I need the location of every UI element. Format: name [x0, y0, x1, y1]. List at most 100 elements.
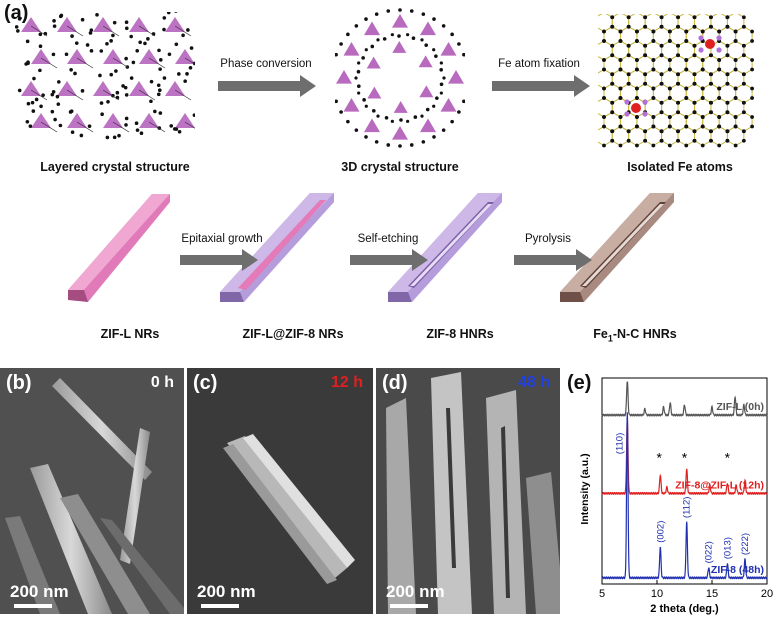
- carbon-atom: [676, 138, 680, 143]
- bond: [148, 121, 166, 133]
- tetrahedron: [440, 98, 457, 112]
- atom: [56, 102, 61, 106]
- carbon-atom: [602, 67, 606, 72]
- caption-zif-l-zif-8-nrs: ZIF-L@ZIF-8 NRs: [242, 327, 344, 341]
- carbon-atom: [709, 138, 713, 143]
- sem-c-rods: [187, 368, 373, 614]
- plot-frame: [601, 377, 768, 585]
- atom: [386, 143, 391, 147]
- atom: [70, 130, 75, 135]
- hex-ring: [661, 125, 679, 147]
- tetrahedron: [67, 113, 87, 128]
- atom: [52, 24, 57, 28]
- carbon-atom: [626, 15, 631, 20]
- carbon-atom: [610, 15, 615, 20]
- bond: [76, 121, 94, 133]
- atom: [70, 34, 74, 38]
- atom: [28, 124, 33, 128]
- tetrahedron: [367, 86, 382, 99]
- tetrahedron: [343, 42, 360, 56]
- atom: [135, 128, 140, 132]
- atom: [80, 17, 85, 22]
- carbon-atom: [684, 86, 689, 91]
- xrd-chart: 5 10 15 20 2 theta (deg.) Intensity (a.u.) ZIF…: [579, 377, 773, 615]
- carbon-atom: [700, 124, 705, 129]
- atom: [153, 109, 157, 114]
- scale-bar-c: [201, 604, 239, 608]
- carbon-atom: [635, 124, 639, 129]
- nitrogen-atom: [642, 99, 648, 105]
- atom: [357, 84, 361, 89]
- tetrahedron: [393, 100, 408, 113]
- atom: [123, 85, 128, 90]
- tetrahedron: [418, 55, 433, 68]
- atom: [16, 29, 20, 33]
- carbon-atom: [676, 53, 680, 58]
- atom: [361, 56, 365, 60]
- atom: [441, 24, 446, 28]
- bond: [30, 25, 48, 37]
- atom: [58, 123, 63, 128]
- carbon-atom: [750, 115, 754, 119]
- atom: [439, 67, 443, 72]
- panel-b-label: (b): [6, 372, 32, 394]
- bond: [148, 57, 166, 69]
- series-label: ZIF-8 (48h): [711, 564, 764, 576]
- carbon-atom: [667, 86, 672, 91]
- carbon-atom: [676, 129, 680, 134]
- scale-bar-d: [390, 604, 428, 608]
- atom: [34, 97, 39, 102]
- hex-ring: [693, 14, 712, 33]
- atom: [364, 104, 368, 108]
- x-tick-label: 5: [599, 588, 605, 600]
- carbon-atom: [741, 81, 746, 86]
- carbon-atom: [750, 124, 754, 129]
- carbon-atom: [725, 24, 730, 29]
- atom: [38, 44, 43, 49]
- atom: [174, 12, 178, 13]
- atom: [157, 48, 161, 53]
- atom: [346, 119, 350, 124]
- atom: [112, 20, 117, 25]
- atom: [399, 118, 403, 122]
- atom: [109, 39, 113, 43]
- carbon-atom: [618, 58, 623, 62]
- caption-fe1-n-c-hnrs: Fe1-N-C HNRs: [593, 327, 677, 344]
- atom: [166, 12, 171, 15]
- hex-ring: [598, 125, 613, 147]
- carbon-atom: [602, 39, 606, 43]
- atom: [457, 42, 461, 46]
- carbon-atom: [635, 143, 639, 148]
- carbon-atom: [676, 72, 680, 77]
- atom: [149, 99, 153, 104]
- carbon-atom: [684, 58, 689, 62]
- atom: [435, 96, 439, 100]
- atom: [354, 76, 358, 80]
- x-axis-label: 2 theta (deg.): [650, 603, 719, 615]
- atom: [339, 110, 343, 114]
- atom: [51, 52, 56, 57]
- hex-ring: [677, 14, 695, 33]
- carbon-atom: [725, 100, 730, 105]
- atom: [424, 43, 428, 47]
- carbon-atom: [750, 58, 754, 62]
- atom: [146, 37, 150, 41]
- carbon-atom: [667, 96, 672, 100]
- series-label: ZIF-L (0h): [716, 401, 764, 413]
- sem-panel-b: (b) 0 h 200 nm: [0, 368, 184, 614]
- atom: [38, 68, 42, 73]
- atom: [124, 20, 129, 25]
- atom: [432, 17, 436, 21]
- atom: [17, 88, 22, 93]
- hkl-label: (013): [722, 537, 733, 559]
- atom: [450, 119, 454, 124]
- atom: [87, 124, 92, 129]
- carbon-atom: [610, 53, 615, 58]
- atom: [189, 46, 194, 50]
- atom: [384, 115, 389, 120]
- atom: [192, 113, 195, 117]
- carbon-atom: [684, 39, 689, 43]
- star-marker: *: [656, 449, 662, 465]
- carbon-atom: [610, 138, 615, 143]
- carbon-atom: [643, 138, 648, 143]
